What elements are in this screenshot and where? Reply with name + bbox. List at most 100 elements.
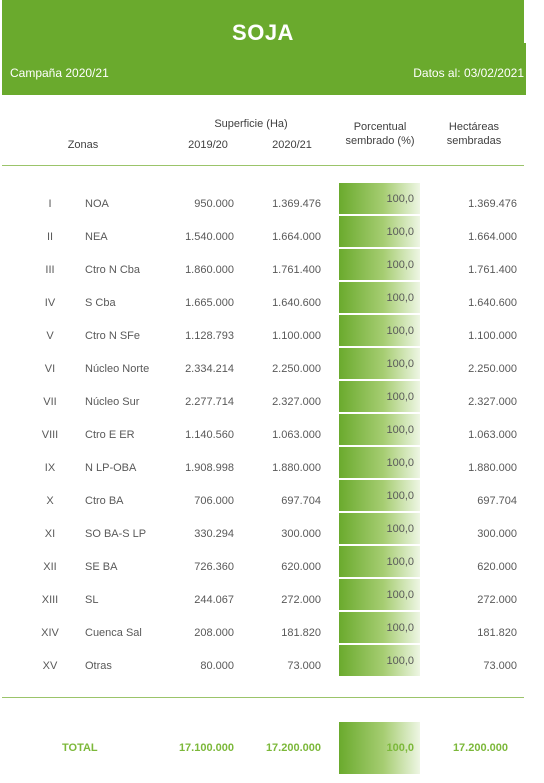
area-2019: 1.860.000 <box>185 264 234 276</box>
area-2019: 1.540.000 <box>185 231 234 243</box>
pct-value: 100,0 <box>386 292 414 304</box>
zone-name: Ctro N SFe <box>85 330 141 342</box>
area-2019: 80.000 <box>200 660 234 672</box>
area-2020: 300.000 <box>281 528 321 540</box>
area-2019: 330.294 <box>194 528 234 540</box>
area-2019: 706.000 <box>194 495 234 507</box>
pct-bar: 100,0 <box>339 282 420 313</box>
header-zonas: Zonas <box>67 139 99 151</box>
table-row: VII Núcleo Sur 2.277.714 2.327.000 100,0 2.32… <box>0 381 544 414</box>
zone-number: III <box>45 264 55 276</box>
pct-value: 100,0 <box>386 259 414 271</box>
table-row: VIII Ctro E ER 1.140.560 1.063.000 100,0 1.06… <box>0 414 544 447</box>
header-porcentual: Porcentual <box>353 121 407 133</box>
title-banner <box>2 0 524 95</box>
total-row: TOTAL 17.100.000 17.200.000 100,0 17.200… <box>0 722 544 774</box>
header-superficie: Superficie (Ha) <box>214 118 288 130</box>
pct-bar: 100,0 <box>339 414 420 445</box>
zone-number: XI <box>44 528 56 540</box>
pct-value: 100,0 <box>386 424 414 436</box>
table-row: II NEA 1.540.000 1.664.000 100,0 1.664.000 <box>0 216 544 249</box>
pct-bar: 100,0 <box>339 612 420 643</box>
data-date-label: Datos al: 03/02/2021 <box>413 66 524 80</box>
hectares-sown: 1.664.000 <box>468 231 517 243</box>
hectares-sown: 2.327.000 <box>468 396 517 408</box>
header-sembrado-pct: sembrado (%) <box>345 135 415 147</box>
area-2019: 1.665.000 <box>185 297 234 309</box>
hectares-sown: 697.704 <box>477 495 517 507</box>
zone-name: NOA <box>85 198 109 210</box>
area-2019: 1.140.560 <box>185 429 234 441</box>
area-2019: 2.277.714 <box>185 396 234 408</box>
area-2020: 620.000 <box>281 561 321 573</box>
header-divider <box>2 165 524 166</box>
pct-bar: 100,0 <box>339 645 420 676</box>
area-2020: 1.063.000 <box>272 429 321 441</box>
table-row: IV S Cba 1.665.000 1.640.600 100,0 1.640.600 <box>0 282 544 315</box>
area-2020: 1.369.476 <box>272 198 321 210</box>
pct-bar: 100,0 <box>339 513 420 544</box>
zone-number: V <box>46 330 54 342</box>
zone-name: SO BA-S LP <box>85 528 147 540</box>
pct-bar: 100,0 <box>339 348 420 379</box>
pct-value: 100,0 <box>386 490 414 502</box>
hectares-sown: 1.063.000 <box>468 429 517 441</box>
area-2020: 272.000 <box>281 594 321 606</box>
hectares-sown: 272.000 <box>477 594 517 606</box>
pct-value: 100,0 <box>386 391 414 403</box>
area-2019: 2.334.214 <box>185 363 234 375</box>
area-2020: 1.664.000 <box>272 231 321 243</box>
table-row: V Ctro N SFe 1.128.793 1.100.000 100,0 1.100.… <box>0 315 544 348</box>
header-sembradas: sembradas <box>446 135 502 147</box>
table-row: VI Núcleo Norte 2.334.214 2.250.000 100,0 2.2… <box>0 348 544 381</box>
zone-number: IV <box>44 297 56 309</box>
zone-name: SE BA <box>85 561 118 573</box>
table-row: XIV Cuenca Sal 208.000 181.820 100,0 181.820 <box>0 612 544 645</box>
hectares-sown: 1.761.400 <box>468 264 517 276</box>
pct-value: 100,0 <box>386 589 414 601</box>
title-banner-edge <box>524 43 526 95</box>
area-2020: 697.704 <box>281 495 321 507</box>
header-year-2019: 2019/20 <box>188 139 228 151</box>
pct-bar: 100,0 <box>339 579 420 610</box>
header-year-2020: 2020/21 <box>272 139 312 151</box>
hectares-sown: 1.100.000 <box>468 330 517 342</box>
pct-value: 100,0 <box>386 523 414 535</box>
zone-name: Ctro BA <box>85 495 124 507</box>
zone-number: VI <box>44 363 56 375</box>
pct-value: 100,0 <box>386 226 414 238</box>
pct-value: 100,0 <box>386 622 414 634</box>
zone-number: XIV <box>41 627 59 639</box>
zone-number: VIII <box>41 429 59 441</box>
pct-value: 100,0 <box>386 193 414 205</box>
pct-bar: 100,0 <box>339 447 420 478</box>
zone-name: Núcleo Norte <box>85 363 150 375</box>
page-title: SOJA <box>232 20 294 45</box>
area-2020: 2.250.000 <box>272 363 321 375</box>
area-2020: 1.761.400 <box>272 264 321 276</box>
hectares-sown: 1.369.476 <box>468 198 517 210</box>
total-2020: 17.200.000 <box>265 742 321 754</box>
pct-bar: 100,0 <box>339 381 420 412</box>
table-row: XIII SL 244.067 272.000 100,0 272.000 <box>0 579 544 612</box>
hectares-sown: 73.000 <box>483 660 517 672</box>
pct-value: 100,0 <box>386 358 414 370</box>
area-2020: 1.880.000 <box>272 462 321 474</box>
area-2019: 726.360 <box>194 561 234 573</box>
zone-name: SL <box>85 594 99 606</box>
zone-number: XV <box>42 660 58 672</box>
table-row: XV Otras 80.000 73.000 100,0 73.000 <box>0 645 544 678</box>
zone-name: Ctro E ER <box>85 429 135 441</box>
pct-value: 100,0 <box>386 556 414 568</box>
total-label: TOTAL <box>62 742 98 754</box>
zone-number: XIII <box>41 594 59 606</box>
table-row: III Ctro N Cba 1.860.000 1.761.400 100,0 1.76… <box>0 249 544 282</box>
hectares-sown: 1.880.000 <box>468 462 517 474</box>
total-pct-value: 100,0 <box>386 742 414 754</box>
zone-name: Núcleo Sur <box>85 396 140 408</box>
table-row: X Ctro BA 706.000 697.704 100,0 697.704 <box>0 480 544 513</box>
zone-name: Ctro N Cba <box>85 264 141 276</box>
pct-bar: 100,0 <box>339 249 420 280</box>
zone-number: II <box>46 231 54 243</box>
table-row: IX N LP-OBA 1.908.998 1.880.000 100,0 1.880.0… <box>0 447 544 480</box>
